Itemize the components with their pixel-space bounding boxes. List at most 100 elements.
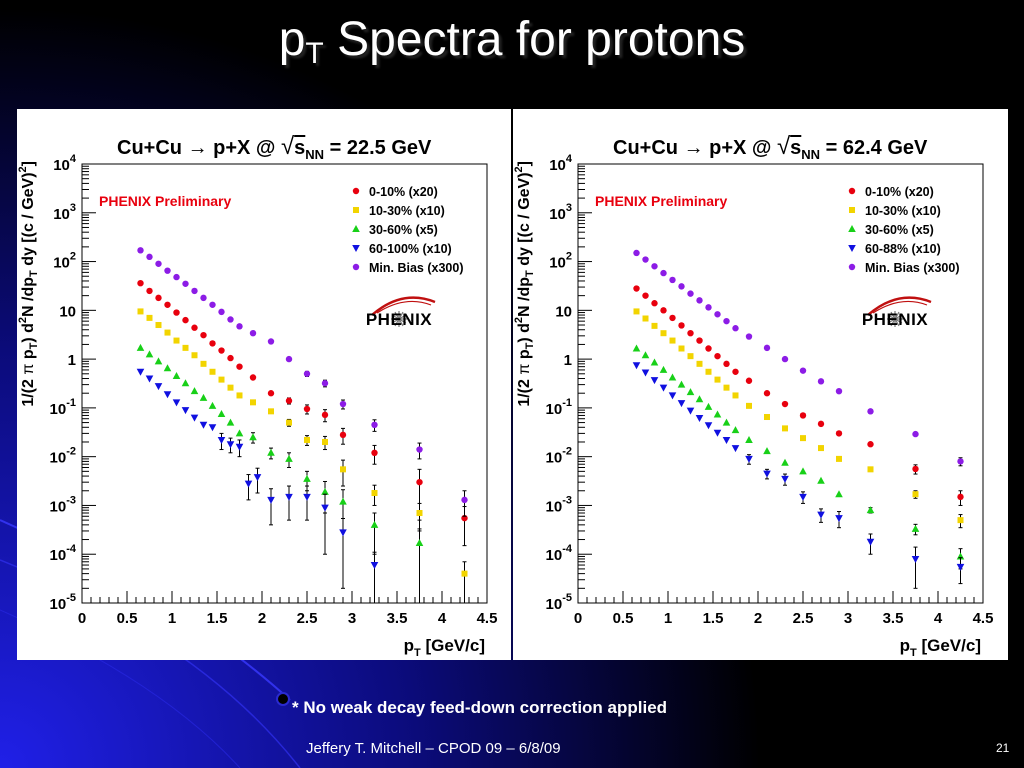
y-axis-ticks <box>578 165 592 604</box>
data-point <box>705 368 712 375</box>
legend-marker <box>352 245 360 252</box>
data-point <box>835 430 843 437</box>
x-tick-label: 3.5 <box>883 610 904 627</box>
data-point <box>642 292 649 299</box>
data-point <box>208 424 217 432</box>
legend-marker <box>848 263 856 271</box>
legend-marker <box>848 225 856 232</box>
data-point <box>218 308 225 316</box>
data-point <box>303 474 311 482</box>
data-point <box>217 409 226 417</box>
data-point <box>371 489 378 496</box>
data-point <box>182 344 189 351</box>
phenix-preliminary-label: PHENIX Preliminary <box>99 193 231 209</box>
y-tick-label: 10-2 <box>546 446 572 467</box>
x-tick-label: 2.5 <box>297 610 318 627</box>
data-point <box>817 420 825 428</box>
data-point <box>659 384 668 392</box>
data-point <box>632 344 641 352</box>
data-point <box>461 496 468 504</box>
data-point <box>866 538 875 546</box>
series-1 <box>137 279 468 547</box>
y-tick-label: 10-3 <box>546 494 572 515</box>
data-point <box>651 300 658 307</box>
data-point <box>172 399 181 407</box>
chart-panel-62gev: Cu+Cu → p+X @ √sNN = 62.4 GeV 0 0.5 1 1.5 2 2.… <box>513 109 1008 660</box>
data-point <box>723 360 730 368</box>
data-point <box>763 470 771 478</box>
footer-author-date: Jeffery T. Mitchell – CPOD 09 – 6/8/09 <box>306 740 561 757</box>
data-point <box>209 368 216 375</box>
data-point <box>155 294 162 302</box>
data-point <box>267 390 275 397</box>
data-point <box>782 425 788 432</box>
data-point <box>745 435 753 443</box>
data-point <box>200 360 207 367</box>
x-tick-label: 3 <box>348 610 356 627</box>
data-point <box>285 355 293 363</box>
x-tick-label: 1 <box>664 610 672 627</box>
phenix-logo-text: PHENIX <box>366 310 432 329</box>
data-point <box>267 338 275 345</box>
data-point <box>218 376 225 383</box>
data-point <box>731 445 740 453</box>
legend: 0-10% (x20) 10-30% (x10) 30-60% (x5) 60-100… <box>352 185 463 275</box>
phenix-logo: PHENIX <box>366 296 436 329</box>
data-point <box>799 412 807 419</box>
data-point <box>285 493 293 501</box>
x-axis-ticks <box>81 591 488 603</box>
y-tick-label: 10-2 <box>50 446 76 467</box>
data-point <box>416 446 423 453</box>
data-point <box>226 418 235 426</box>
series-3 <box>632 344 965 570</box>
data-point <box>146 314 153 321</box>
legend-entry: Min. Bias (x300) <box>865 261 959 275</box>
data-point <box>668 392 677 400</box>
data-point <box>660 330 667 337</box>
data-point <box>191 324 198 331</box>
data-point <box>867 441 874 448</box>
data-point <box>696 360 703 367</box>
data-point <box>912 430 919 438</box>
data-point <box>836 455 842 462</box>
legend-entry: 0-10% (x20) <box>369 185 438 199</box>
data-point <box>236 323 243 330</box>
data-point <box>686 388 695 396</box>
data-point <box>304 436 310 443</box>
x-tick-label: 4.5 <box>973 610 994 627</box>
legend-marker <box>352 187 360 195</box>
data-point <box>660 269 667 277</box>
data-point <box>867 466 874 473</box>
x-tick-label: 1 <box>168 610 176 627</box>
data-point <box>714 311 721 318</box>
y-tick-label: 10-3 <box>50 494 76 515</box>
data-point <box>957 493 964 501</box>
data-point <box>669 337 676 344</box>
data-point <box>911 555 920 563</box>
y-tick-label: 10-4 <box>50 543 77 564</box>
data-point <box>136 343 145 351</box>
data-point <box>642 256 649 263</box>
series-4 <box>632 362 965 589</box>
data-point <box>642 315 649 322</box>
data-point <box>633 308 640 315</box>
data-point <box>371 421 378 429</box>
data-point <box>956 563 965 571</box>
data-point <box>704 402 713 410</box>
data-point <box>745 455 753 463</box>
chart-22gev: Cu+Cu → p+X @ √sNN = 22.5 GeV 0 0.5 1 1.5 2 2.… <box>17 133 498 659</box>
data-point <box>713 410 722 418</box>
x-axis-ticks <box>577 591 984 603</box>
data-point <box>763 390 771 397</box>
data-point <box>199 393 208 401</box>
x-tick-label: 4.5 <box>477 610 498 627</box>
chart-title: Cu+Cu → p+X @ √sNN = 62.4 GeV <box>613 133 928 162</box>
data-point <box>704 422 713 430</box>
data-point <box>817 511 825 519</box>
data-point <box>209 340 216 347</box>
data-point <box>745 377 753 384</box>
data-point <box>164 329 171 336</box>
data-point <box>190 387 199 395</box>
data-point <box>818 445 824 452</box>
phenix-preliminary-label: PHENIX Preliminary <box>595 193 727 209</box>
